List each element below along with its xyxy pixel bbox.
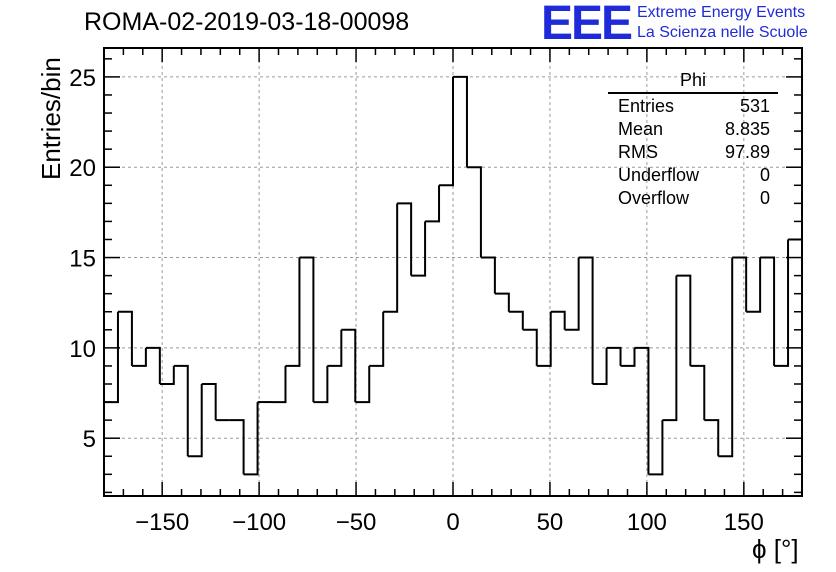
- histogram-bin: [704, 419, 720, 457]
- histogram-bin: [564, 257, 580, 331]
- logo-subtitle-line2: La Scienza nelle Scuole: [637, 24, 808, 41]
- histogram-bin: [117, 310, 133, 366]
- stats-row-overflow: Overflow 0: [608, 188, 778, 211]
- histogram-bin: [327, 329, 343, 367]
- y-tick-label: 25: [69, 65, 96, 92]
- histogram-bin: [606, 346, 622, 366]
- histogram-bin: [466, 166, 482, 258]
- x-tick-label: −50: [336, 509, 377, 536]
- stats-row-mean: Mean 8.835: [608, 119, 778, 142]
- stats-value: 97.89: [724, 142, 770, 162]
- histogram-bin: [774, 239, 790, 367]
- histogram-bin: [718, 257, 734, 458]
- histogram-bin: [411, 221, 427, 277]
- x-tick-label: 50: [537, 509, 564, 536]
- y-tick-label: 5: [83, 426, 96, 453]
- histogram-bin: [536, 311, 552, 367]
- histogram-bin: [131, 347, 147, 367]
- histogram-bin: [550, 310, 566, 330]
- y-tick-label: 15: [69, 246, 96, 273]
- histogram-bin: [494, 292, 510, 312]
- histogram-bin: [341, 328, 357, 403]
- histogram-bin: [453, 75, 468, 168]
- stats-value: 0: [759, 165, 770, 185]
- histogram-bin: [145, 346, 161, 384]
- stats-key: Underflow: [618, 165, 700, 185]
- histogram-bin: [397, 202, 413, 276]
- chart-title: ROMA-02-2019-03-18-00098: [84, 8, 410, 36]
- histogram-bin: [201, 383, 217, 421]
- histogram-bin: [620, 347, 636, 367]
- y-axis-label-wrap: Entries/bin: [4, 57, 66, 180]
- stats-title: Phi: [608, 70, 778, 94]
- histogram-bin: [578, 256, 594, 384]
- histogram-bin: [369, 311, 385, 367]
- histogram-bin: [634, 346, 650, 475]
- histogram-bin: [285, 257, 301, 367]
- y-tick-label: 20: [69, 155, 96, 182]
- x-tick-label: 0: [446, 509, 459, 536]
- stats-value: 0: [759, 188, 770, 208]
- histogram-bin: [103, 311, 119, 496]
- x-axis-label: ϕ [°]: [752, 534, 799, 564]
- x-tick-label: −150: [135, 509, 189, 536]
- histogram-bin: [690, 364, 706, 421]
- histogram-bin: [662, 275, 678, 422]
- axis-ticks: [104, 48, 802, 496]
- x-tick-label: −100: [232, 509, 286, 536]
- stats-key: Entries: [618, 96, 675, 116]
- histogram-bin: [383, 203, 399, 313]
- histogram-bin: [299, 256, 315, 403]
- histogram-bin: [676, 274, 692, 366]
- histogram-bin: [243, 402, 259, 476]
- stats-value: 8.835: [724, 119, 770, 139]
- plot-frame: [103, 47, 803, 497]
- stats-box: Phi Entries 531 Mean 8.835 RMS 97.89 Und…: [608, 70, 778, 211]
- histogram-bin: [760, 256, 776, 366]
- logo-subtitle-line1: Extreme Energy Events: [637, 4, 806, 21]
- y-axis-label: Entries/bin: [36, 57, 66, 180]
- stats-row-underflow: Underflow 0: [608, 165, 778, 188]
- stats-row-rms: RMS 97.89: [608, 142, 778, 165]
- stats-key: Overflow: [618, 188, 690, 208]
- histogram-bin: [271, 365, 287, 404]
- histogram-bars: [103, 75, 802, 496]
- eee-logo: EEE: [541, 0, 633, 50]
- histogram-bin: [508, 310, 524, 330]
- y-tick-label: 10: [69, 336, 96, 363]
- histogram-bin: [229, 419, 245, 475]
- histogram-bin: [480, 256, 496, 294]
- x-tick-label: 150: [724, 509, 764, 536]
- histogram-bin: [746, 257, 762, 313]
- histogram-bin: [313, 365, 329, 404]
- histogram-bin: [355, 365, 371, 404]
- histogram-bin: [732, 256, 748, 312]
- histogram-bin: [425, 185, 441, 223]
- stats-key: RMS: [618, 142, 658, 162]
- stats-value: 531: [739, 96, 770, 116]
- histogram-bin: [187, 384, 203, 458]
- tick-labels: −150 −100 −50 0 50 100 150 5 10 15 20 25: [69, 65, 764, 536]
- histogram-bin: [592, 347, 608, 385]
- stats-key: Mean: [618, 119, 664, 139]
- histogram-bin: [522, 328, 538, 366]
- x-tick-label: 100: [627, 509, 667, 536]
- histogram-bin: [439, 76, 454, 187]
- histogram-bin: [159, 365, 175, 385]
- histogram-bin: [173, 364, 189, 457]
- histogram-bin: [648, 420, 664, 476]
- stats-row-entries: Entries 531: [608, 96, 778, 119]
